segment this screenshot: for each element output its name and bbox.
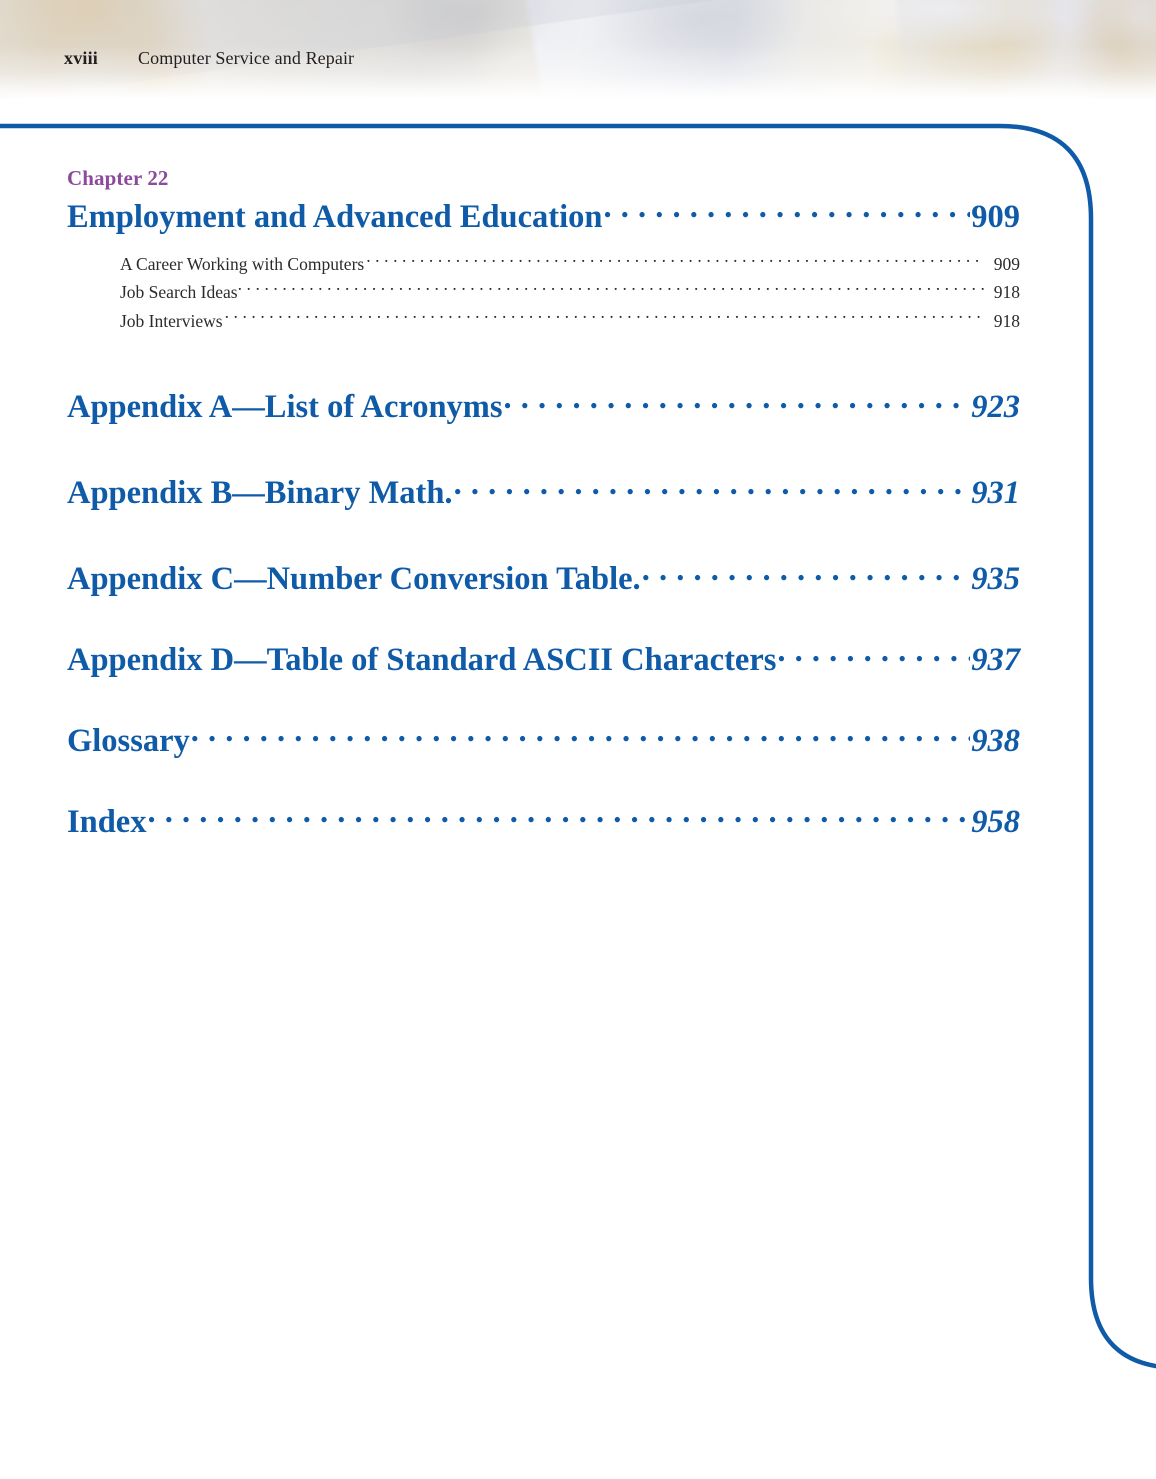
book-title: Computer Service and Repair [138, 48, 355, 68]
toc-entry-title: Appendix B—Binary Math. [67, 475, 453, 512]
toc-chapter-block: Chapter 22 Employment and Advanced Educa… [67, 166, 1020, 335]
toc-entry-chapter[interactable]: Employment and Advanced Education 909 [67, 194, 1020, 236]
toc-entry-section[interactable]: Job Interviews 918 [120, 307, 1020, 335]
header-photo-fade [0, 0, 1156, 100]
toc-entry-title: Index [67, 803, 147, 840]
toc-entry-page: 923 [971, 389, 1020, 426]
toc-entry-page: 937 [971, 641, 1020, 678]
toc-section-page: 909 [993, 253, 1020, 274]
toc-entry-section[interactable]: A Career Working with Computers 909 [120, 250, 1020, 278]
toc-entry-page: 909 [971, 198, 1020, 235]
toc-entry-appendix[interactable]: Appendix B—Binary Math. 931 [67, 471, 1020, 513]
toc-backmatter-appendix-d: Appendix D—Table of Standard ASCII Chara… [67, 637, 1020, 679]
toc-backmatter-appendix-c: Appendix C—Number Conversion Table. 935 [67, 557, 1020, 599]
dot-leader [147, 799, 970, 832]
toc-section-title: Job Search Ideas [120, 282, 238, 303]
toc-entry-page: 938 [971, 722, 1020, 759]
dot-leader [777, 637, 970, 670]
dot-leader [603, 194, 970, 227]
toc-section-title: A Career Working with Computers [120, 253, 365, 274]
dot-leader [454, 471, 971, 504]
running-head: xviii Computer Service and Repair [64, 48, 354, 69]
header-photo-band [0, 0, 1156, 100]
toc-entry-appendix[interactable]: Appendix C—Number Conversion Table. 935 [67, 557, 1020, 599]
dot-leader [366, 252, 984, 270]
dot-leader [504, 385, 971, 418]
dot-leader [238, 281, 984, 299]
dot-leader [642, 557, 971, 590]
toc-entry-page: 935 [971, 561, 1020, 598]
toc-section-title: Job Interviews [120, 310, 223, 331]
toc-entry-title: Appendix C—Number Conversion Table. [67, 561, 641, 598]
toc-backmatter-appendix-a: Appendix A—List of Acronyms 923 [67, 385, 1020, 427]
chapter-label: Chapter 22 [67, 166, 169, 190]
toc-entry-title: Appendix D—Table of Standard ASCII Chara… [67, 641, 777, 678]
toc-entry-appendix[interactable]: Appendix D—Table of Standard ASCII Chara… [67, 637, 1020, 679]
toc-section-list: A Career Working with Computers 909 Job … [120, 250, 1020, 335]
toc-entry-index[interactable]: Index 958 [67, 799, 1020, 841]
toc-section-page: 918 [993, 282, 1020, 303]
dot-leader [191, 718, 970, 751]
table-of-contents: Chapter 22 Employment and Advanced Educa… [67, 166, 1020, 841]
toc-entry-appendix[interactable]: Appendix A—List of Acronyms 923 [67, 385, 1020, 427]
toc-backmatter-appendix-b: Appendix B—Binary Math. 931 [67, 471, 1020, 513]
toc-entry-page: 931 [971, 475, 1020, 512]
toc-backmatter-glossary: Glossary 938 [67, 718, 1020, 760]
dot-leader [225, 309, 984, 327]
toc-backmatter-index: Index 958 [67, 799, 1020, 841]
toc-entry-section[interactable]: Job Search Ideas 918 [120, 278, 1020, 306]
toc-section-page: 918 [993, 310, 1020, 331]
page-folio: xviii [64, 48, 99, 68]
toc-entry-title: Glossary [67, 722, 190, 759]
toc-entry-title: Employment and Advanced Education [67, 198, 603, 235]
toc-entry-glossary[interactable]: Glossary 938 [67, 718, 1020, 760]
toc-entry-page: 958 [971, 803, 1020, 840]
toc-entry-title: Appendix A—List of Acronyms [67, 389, 503, 426]
